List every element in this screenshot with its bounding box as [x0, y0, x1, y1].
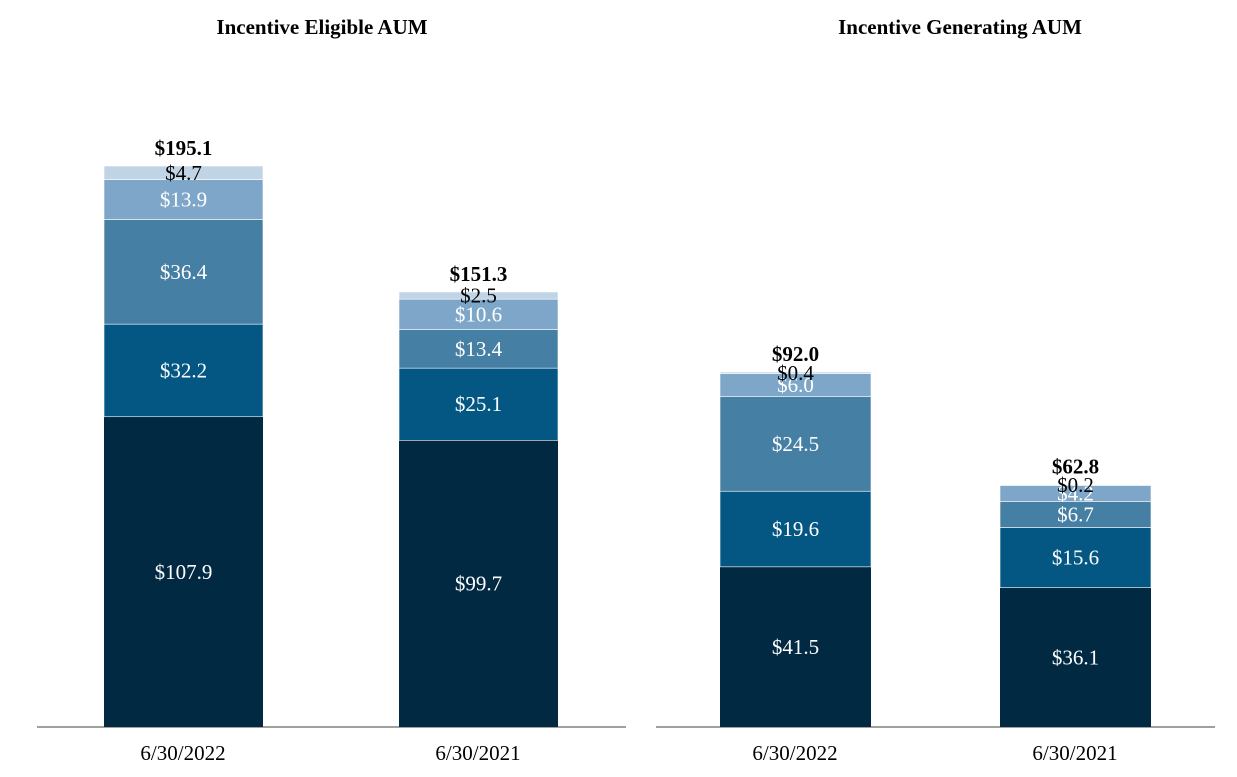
- bar-segment-tier-4: [103, 179, 264, 220]
- segment-value-label: $24.5: [772, 432, 819, 456]
- bar-segment-tier-4: [398, 298, 559, 330]
- bar-segment-tier-2: [398, 367, 559, 441]
- segment-value-label: $15.6: [1052, 546, 1099, 570]
- segment-value-label: $10.6: [455, 302, 502, 326]
- x-tick-label: 6/30/2022: [752, 741, 837, 765]
- bar-segment-tier-1: [720, 566, 871, 727]
- incentive-generating-bars: $41.5 $19.6 $24.5 $6.0$0.4$92.0 $36.1 $15.6 $6…: [719, 342, 1152, 727]
- bar-segment-tier-5: [999, 484, 1152, 486]
- bar-segment-tier-3: [103, 219, 264, 325]
- bar-segment-tier-3: [999, 501, 1152, 528]
- segment-value-label: $32.2: [160, 358, 207, 382]
- segment-value-label: $4.7: [165, 161, 202, 185]
- segment-value-label: $0.4: [777, 361, 814, 385]
- bar-total-label: $151.3: [450, 262, 508, 286]
- segment-value-label: $25.1: [455, 392, 502, 416]
- bar-segment-tier-1: [104, 416, 263, 727]
- bar-segment-tier-1: [399, 440, 558, 727]
- x-tick-label: 6/30/2021: [1032, 741, 1117, 765]
- bar-segment-tier-2: [999, 527, 1152, 589]
- segment-value-label: $13.9: [160, 187, 207, 211]
- bar-segment-tier-3: [719, 396, 872, 492]
- bar-total-label: $62.8: [1052, 455, 1099, 479]
- bar-total-label: $195.1: [155, 136, 213, 160]
- incentive-generating-title: Incentive Generating AUM: [838, 15, 1082, 39]
- bar-segment-tier-2: [103, 323, 264, 418]
- segment-value-label: $0.2: [1057, 473, 1094, 497]
- segment-value-label: $13.4: [455, 337, 503, 361]
- bar-segment-tier-5: [103, 165, 264, 180]
- segment-value-label: $36.1: [1052, 645, 1099, 669]
- segment-value-label: $36.4: [160, 260, 208, 284]
- segment-value-label: $41.5: [772, 635, 819, 659]
- x-tick-label: 6/30/2022: [140, 741, 225, 765]
- bar-segment-tier-5: [719, 371, 872, 374]
- segment-value-label: $107.9: [155, 560, 213, 584]
- incentive-eligible-panel: Incentive Eligible AUM 6/30/2022 6/30/20…: [37, 15, 626, 765]
- incentive-generating-panel: Incentive Generating AUM 6/30/2022 6/30/…: [656, 15, 1215, 765]
- incentive-eligible-title: Incentive Eligible AUM: [216, 15, 427, 39]
- incentive-eligible-bars: $107.9 $32.2 $36.4 $13.9$4.7$195.1 $99.7 $25.…: [103, 136, 559, 727]
- bar-total-label: $92.0: [772, 342, 819, 366]
- segment-value-label: $2.5: [460, 284, 497, 308]
- segment-value-label: $6.0: [777, 373, 814, 397]
- bar-segment-tier-1: [1000, 587, 1151, 727]
- bar-segment-tier-5: [398, 291, 559, 300]
- x-tick-label: 6/30/2021: [435, 741, 520, 765]
- segment-value-label: $6.7: [1057, 503, 1094, 527]
- bar-segment-tier-2: [719, 490, 872, 568]
- segment-value-label: $99.7: [455, 572, 502, 596]
- bar-segment-tier-3: [398, 329, 559, 369]
- segment-value-label: $19.6: [772, 517, 819, 541]
